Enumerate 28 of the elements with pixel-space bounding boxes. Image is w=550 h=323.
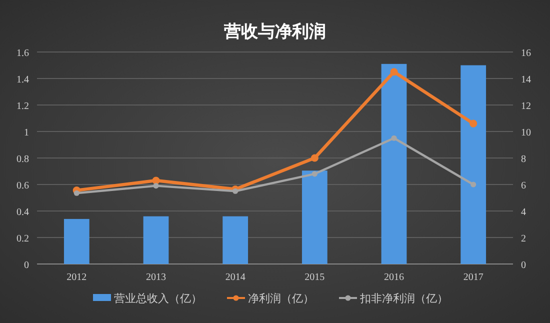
y2-tick-label: 6	[521, 180, 526, 192]
y2-tick-label: 10	[521, 128, 531, 138]
y-tick-label: 0.4	[16, 207, 29, 218]
y2-tick-label: 4	[521, 207, 526, 218]
y2-tick-label: 8	[521, 154, 526, 165]
legend-label: 营业总收入（亿）	[114, 292, 202, 305]
y-tick-label: 0.6	[16, 180, 29, 192]
y-tick-label: 1.4	[16, 74, 29, 86]
x-tick-label: 2012	[66, 272, 87, 283]
y-tick-label: 0.2	[16, 234, 29, 244]
y-tick-label: 1.6	[16, 48, 29, 59]
x-tick-label: 2014	[225, 272, 246, 283]
legend-label: 扣非净利润（亿）	[359, 292, 448, 305]
y-tick-label: 1	[24, 128, 29, 138]
y2-tick-label: 2	[521, 234, 526, 244]
legend-label: 净利润（亿）	[248, 292, 314, 305]
y2-tick-label: 16	[521, 48, 531, 59]
y2-tick-label: 14	[521, 74, 531, 86]
x-tick-label: 2016	[384, 272, 404, 283]
y2-tick-label: 0	[521, 260, 526, 271]
y2-tick-label: 12	[521, 101, 531, 112]
y-tick-label: 1.2	[16, 101, 29, 112]
y-tick-label: 0	[24, 260, 29, 271]
x-tick-label: 2013	[146, 272, 166, 283]
chart-title: 营收与净利润	[223, 22, 326, 42]
y-tick-label: 0.8	[16, 154, 29, 165]
x-tick-label: 2015	[304, 272, 325, 283]
x-tick-label: 2017	[463, 272, 484, 283]
